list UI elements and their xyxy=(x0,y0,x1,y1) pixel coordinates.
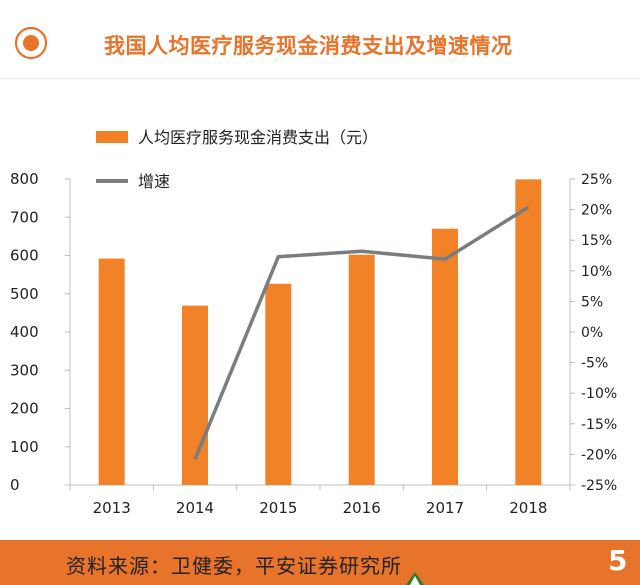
bar xyxy=(432,228,458,485)
bar xyxy=(348,254,375,485)
page-title: 我国人均医疗服务现金消费支出及增速情况 xyxy=(104,34,513,58)
left-axis-tick-label: 400 xyxy=(10,323,39,341)
footer-bar: 资料来源：卫健委，平安证券研究所 5 xyxy=(0,540,640,585)
right-axis-tick-label: 0% xyxy=(581,325,603,341)
left-axis-tick-label: 500 xyxy=(10,285,39,303)
growth-line xyxy=(193,205,530,460)
target-icon xyxy=(14,26,48,60)
x-axis-tick-label: 2018 xyxy=(509,499,547,517)
right-axis-tick-label: -20% xyxy=(581,447,617,463)
x-axis-tick-label: 2017 xyxy=(426,499,464,517)
x-axis-tick-label: 2014 xyxy=(176,499,214,517)
left-axis-tick-label: 700 xyxy=(10,208,39,226)
bar xyxy=(265,283,292,485)
bar xyxy=(98,258,125,485)
left-axis-tick-label: 200 xyxy=(10,400,39,418)
left-axis-tick-label: 100 xyxy=(10,438,39,456)
right-axis-tick-label: 15% xyxy=(581,233,612,249)
legend-line-label: 增速 xyxy=(138,172,170,191)
right-axis-tick-label: 10% xyxy=(581,264,612,280)
right-axis-tick-label: -10% xyxy=(581,386,617,402)
page-number: 5 xyxy=(608,544,628,577)
combo-chart: 0 100 200 300 400 500 600 700 800 -25% -20% -15% -10… xyxy=(10,128,617,517)
left-axis-tick-label: 0 xyxy=(10,476,20,494)
left-axis-tick-label: 600 xyxy=(10,247,39,265)
legend-bar-swatch xyxy=(96,131,128,143)
right-axis-tick-label: -15% xyxy=(581,417,617,433)
bar xyxy=(515,179,542,485)
right-axis-tick-label: 20% xyxy=(581,203,612,219)
logo-icon xyxy=(406,572,424,585)
left-axis-tick-label: 800 xyxy=(10,170,39,188)
x-axis-tick-label: 2015 xyxy=(259,499,297,517)
right-axis-tick-label: -5% xyxy=(581,356,608,372)
x-axis-tick-label: 2013 xyxy=(93,499,131,517)
legend-bar-label: 人均医疗服务现金消费支出（元） xyxy=(138,128,378,147)
right-axis-tick-label: -25% xyxy=(581,478,617,494)
right-axis-tick-label: 25% xyxy=(581,172,612,188)
right-axis-tick-label: 5% xyxy=(581,294,603,310)
title-divider xyxy=(0,78,640,79)
source-note: 资料来源：卫健委，平安证券研究所 xyxy=(66,554,402,578)
x-axis-tick-label: 2016 xyxy=(343,499,381,517)
left-axis-tick-label: 300 xyxy=(10,361,39,379)
